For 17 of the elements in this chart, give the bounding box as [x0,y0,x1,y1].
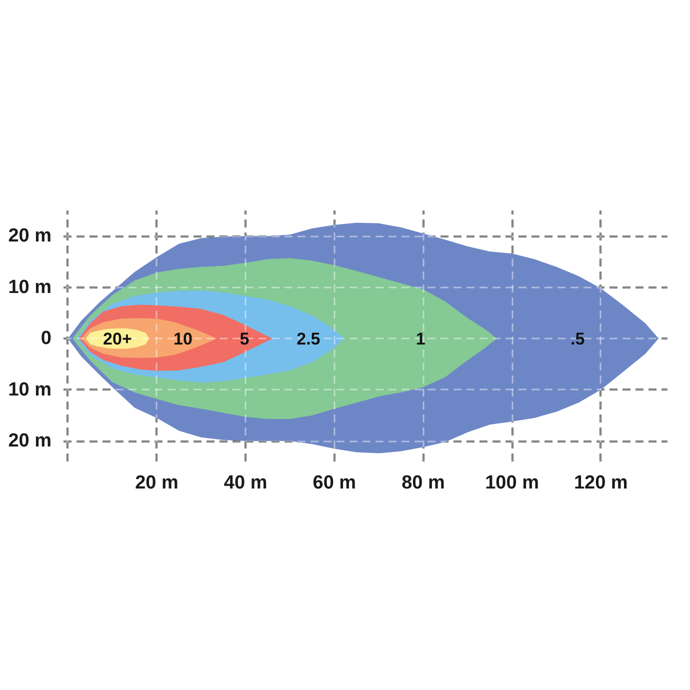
y-tick-label: 20 m [8,430,52,452]
y-tick-label: 10 m [8,379,52,400]
x-tick-label: 120 m [574,472,628,494]
x-tick-label: 60 m [312,472,356,494]
y-tick-label: 20 m [8,226,52,247]
x-tick-label: 40 m [224,472,268,494]
x-tick-label: 100 m [485,472,539,494]
series-label: 1 [416,330,426,349]
series-label: 2.5 [296,330,320,349]
series-label: 5 [240,330,250,349]
x-tick-label: 80 m [402,472,445,494]
y-tick-label: 0 [40,328,52,350]
x-tick-label: 20 m [135,472,178,494]
series-label: .5 [570,330,585,349]
series-label: 10 [174,330,192,349]
series-label: 20+ [103,330,132,349]
y-tick-label: 10 m [8,276,52,298]
